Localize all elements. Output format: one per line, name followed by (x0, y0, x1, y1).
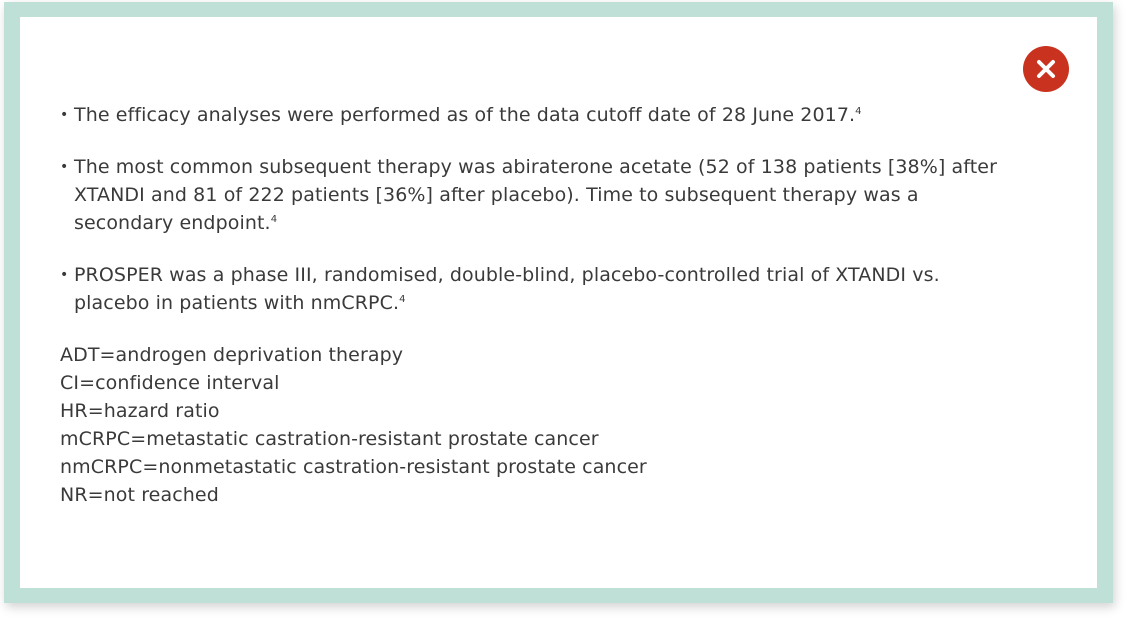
abbreviation-item: nmCRPC=nonmetastatic castration-resistan… (60, 456, 647, 478)
modal-panel: • The efficacy analyses were performed a… (20, 17, 1097, 588)
reference-superscript: 4 (855, 106, 862, 117)
abbreviation-item: NR=not reached (60, 484, 219, 506)
bullet-item: • PROSPER was a phase III, randomised, d… (60, 261, 1020, 317)
notes-bullet-list: • The efficacy analyses were performed a… (60, 101, 1020, 317)
modal-frame: • The efficacy analyses were performed a… (4, 2, 1113, 603)
bullet-text: The most common subsequent therapy was a… (74, 156, 998, 234)
abbreviation-item: HR=hazard ratio (60, 400, 220, 422)
abbreviation-item: mCRPC=metastatic castration-resistant pr… (60, 428, 599, 450)
abbreviations-list: ADT=androgen deprivation therapy CI=conf… (60, 341, 1020, 509)
reference-superscript: 4 (270, 214, 278, 225)
bullet-marker: • (60, 267, 69, 283)
bullet-text: The efficacy analyses were performed as … (74, 104, 856, 126)
footnotes-content: • The efficacy analyses were performed a… (60, 101, 1020, 509)
bullet-marker: • (60, 159, 69, 175)
abbreviation-item: ADT=androgen deprivation therapy (60, 344, 404, 366)
close-icon (1037, 60, 1055, 78)
bullet-item: • The efficacy analyses were performed a… (60, 101, 1020, 129)
abbreviation-item: CI=confidence interval (60, 372, 280, 394)
bullet-marker: • (60, 107, 69, 123)
reference-superscript: 4 (399, 294, 406, 305)
bullet-text: PROSPER was a phase III, randomised, dou… (74, 264, 940, 314)
close-button[interactable] (1023, 46, 1069, 92)
bullet-item: • The most common subsequent therapy was… (60, 153, 1020, 237)
